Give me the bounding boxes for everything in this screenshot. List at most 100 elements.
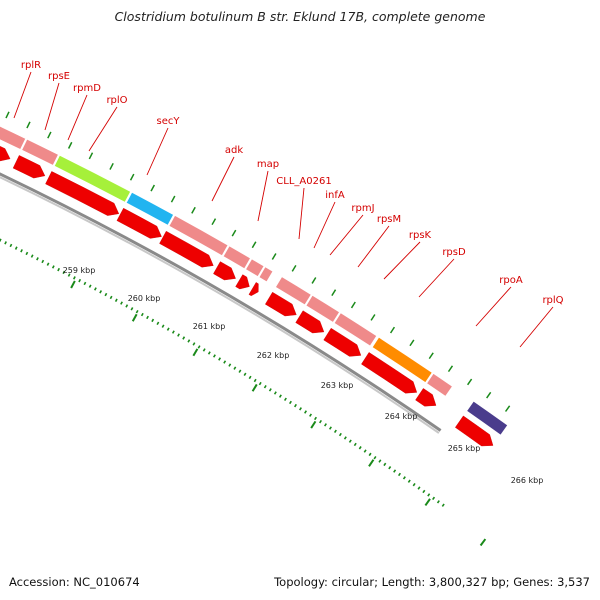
ruler-dot	[218, 357, 222, 361]
ruler-dot	[4, 241, 7, 245]
feature-block	[168, 215, 229, 257]
ruler-dot	[9, 243, 13, 248]
ruler-dot	[283, 397, 287, 401]
ruler-dot	[120, 301, 123, 305]
ruler-dot	[268, 388, 272, 392]
ruler-dot	[422, 489, 426, 494]
ruler-dot	[36, 257, 39, 261]
ruler-dot	[104, 292, 108, 297]
ruler-dot	[156, 321, 160, 325]
ruler-dot	[238, 369, 242, 373]
cds-arrow	[295, 310, 325, 334]
major-tick	[251, 383, 258, 392]
gene-leader-line	[44, 82, 60, 131]
ruler-dot	[407, 479, 411, 483]
outer-tick	[447, 365, 454, 373]
cds-arrow	[323, 327, 362, 357]
ruler-dot	[41, 259, 45, 264]
ruler-dot	[202, 348, 206, 352]
ruler-dot	[182, 336, 186, 340]
ruler-dot	[20, 249, 23, 253]
ruler-dot	[378, 459, 382, 463]
feature-block	[466, 400, 509, 436]
cds-arrow	[159, 230, 214, 268]
ruler-dot	[412, 482, 416, 487]
ruler-dot	[151, 318, 155, 323]
ruler-dot	[294, 403, 297, 408]
ruler-dot	[125, 304, 129, 308]
gene-leader-line	[298, 187, 305, 240]
gene-leader-line	[146, 127, 169, 176]
ruler-dot	[30, 254, 34, 258]
ruler-dot	[14, 246, 18, 250]
scale-label: 264 kbp	[385, 412, 418, 421]
outer-tick	[5, 111, 10, 119]
ruler-dot	[46, 262, 50, 266]
gene-leader-line	[418, 258, 455, 298]
ruler-dot	[25, 251, 29, 256]
outer-tick	[150, 184, 156, 192]
ruler-dot	[263, 385, 267, 389]
gene-leader-line	[313, 201, 336, 249]
outer-tick	[67, 141, 73, 149]
ruler-dot	[273, 391, 277, 395]
ruler-dot	[397, 472, 402, 477]
scale-labels: 259 kbp 260 kbp 261 kbp 262 kbp 263 kbp 264 k…	[63, 266, 543, 547]
ruler-dot	[348, 439, 352, 443]
outer-tick	[389, 326, 396, 334]
outer-tick	[291, 265, 297, 272]
cds-arrow	[0, 146, 11, 162]
gene-label: rpsE	[48, 71, 70, 82]
ruler-dot	[83, 281, 87, 286]
major-tick	[479, 538, 487, 547]
gene-label: map	[257, 159, 279, 170]
feature-block	[333, 312, 378, 347]
outer-tick	[211, 218, 217, 226]
scale-label: 265 kbp	[448, 444, 481, 453]
feature-block	[258, 266, 274, 283]
outer-tick	[466, 378, 473, 386]
ruler-dot	[304, 410, 308, 414]
outer-tick	[428, 352, 434, 360]
outer-tick	[170, 195, 176, 203]
major-tick	[368, 459, 375, 467]
gene-leader-line	[88, 106, 118, 152]
ruler-dot	[171, 330, 175, 334]
cds-arrow	[415, 388, 437, 407]
major-tick	[131, 313, 138, 322]
outer-tick	[231, 229, 237, 237]
ruler-dot	[62, 270, 66, 275]
major-tick	[70, 280, 76, 289]
ruler-dot	[88, 284, 92, 288]
major-tick	[310, 420, 317, 429]
outer-tick	[271, 253, 277, 260]
scale-ticks	[0, 111, 511, 507]
outer-tick	[486, 391, 492, 399]
outer-tick	[251, 241, 257, 249]
backbone-inner	[0, 176, 440, 434]
outer-tick	[311, 277, 317, 284]
feature-track	[0, 126, 509, 436]
ruler-dot	[67, 273, 71, 277]
ruler-dot	[213, 354, 216, 358]
scale-label: 261 kbp	[193, 322, 226, 331]
ruler-dot	[130, 307, 134, 311]
outer-tick	[88, 152, 94, 160]
outer-tick	[370, 314, 376, 321]
ruler-dot	[328, 426, 332, 430]
gene-label: rplO	[106, 95, 127, 106]
ruler-dot	[78, 278, 82, 283]
ruler-dot	[353, 442, 357, 447]
scale-label: 263 kbp	[321, 381, 354, 390]
ruler-dot	[135, 309, 139, 314]
major-tick	[424, 498, 431, 506]
ruler-dot	[99, 290, 103, 294]
cds-arrow	[265, 291, 297, 317]
ruler-dot	[253, 378, 257, 383]
ruler-dot	[299, 407, 302, 411]
feature-block	[426, 373, 453, 397]
feature-block	[245, 258, 265, 277]
cds-track	[0, 146, 494, 447]
